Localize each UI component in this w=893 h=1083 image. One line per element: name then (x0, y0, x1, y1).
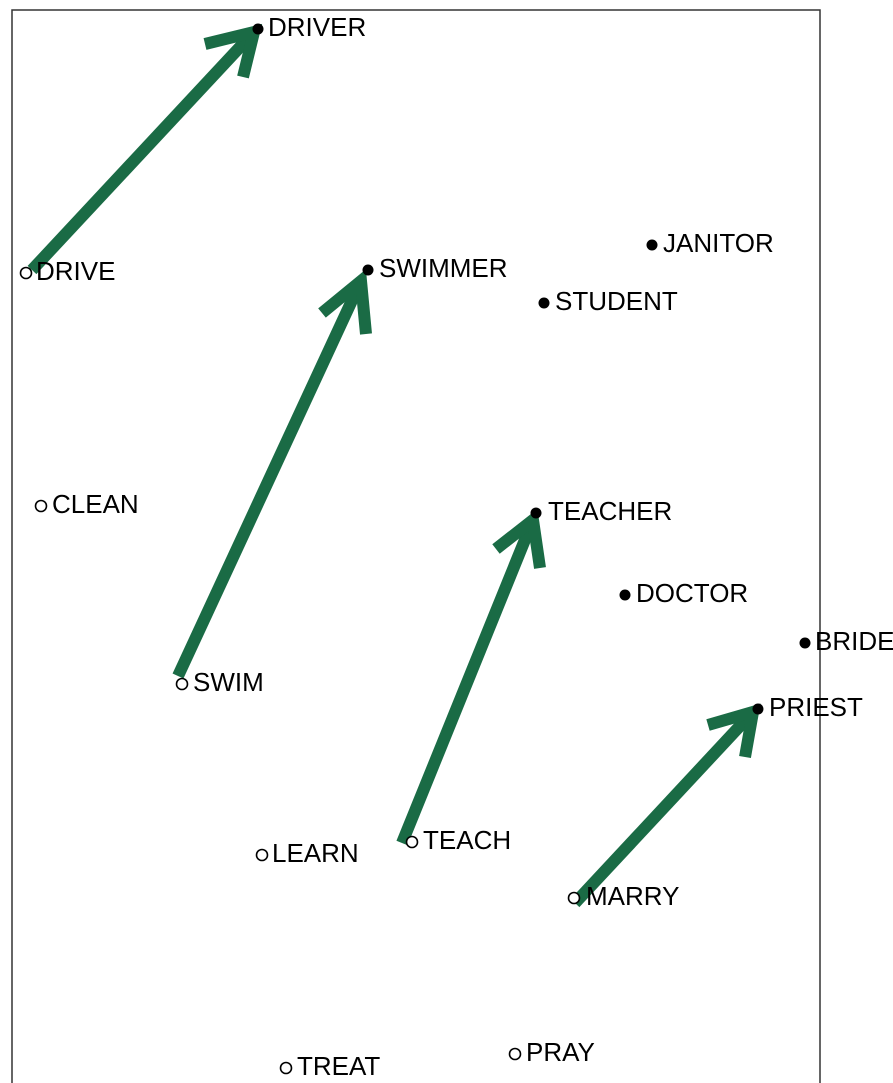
arrow (172, 278, 367, 679)
point (752, 703, 764, 715)
arrow-head (318, 269, 372, 335)
label: BRIDE (815, 626, 893, 656)
point (279, 1061, 293, 1075)
label: DRIVER (268, 12, 366, 42)
frame (11, 9, 821, 1083)
label: PRAY (526, 1037, 595, 1067)
label: LEARN (272, 838, 359, 868)
label: TEACH (423, 825, 511, 855)
label: PRIEST (769, 692, 863, 722)
arrows (27, 23, 761, 908)
label: TREAT (297, 1051, 380, 1081)
point (567, 891, 581, 905)
point (252, 23, 264, 35)
label: SWIMMER (379, 253, 508, 283)
label: SWIM (193, 667, 264, 697)
label: JANITOR (663, 228, 774, 258)
point (34, 499, 48, 513)
label: DOCTOR (636, 578, 748, 608)
arrow (27, 27, 259, 275)
nodes: DRIVER DRIVE SWIMMER JANITOR STUDENT CLE… (19, 12, 893, 1081)
point (19, 266, 33, 280)
point (530, 507, 542, 519)
label: TEACHER (548, 496, 672, 526)
point (175, 677, 189, 691)
point (508, 1047, 522, 1061)
point (619, 589, 631, 601)
arrow (570, 707, 758, 908)
point (405, 835, 419, 849)
label: DRIVE (36, 256, 115, 286)
arrow-head (706, 703, 761, 759)
label: CLEAN (52, 489, 139, 519)
label: STUDENT (555, 286, 678, 316)
label: MARRY (586, 881, 679, 911)
point (255, 848, 269, 862)
point (646, 239, 658, 251)
point (538, 297, 550, 309)
point (362, 264, 374, 276)
arrow (396, 517, 539, 846)
arrow-head (492, 508, 546, 569)
point (799, 637, 811, 649)
